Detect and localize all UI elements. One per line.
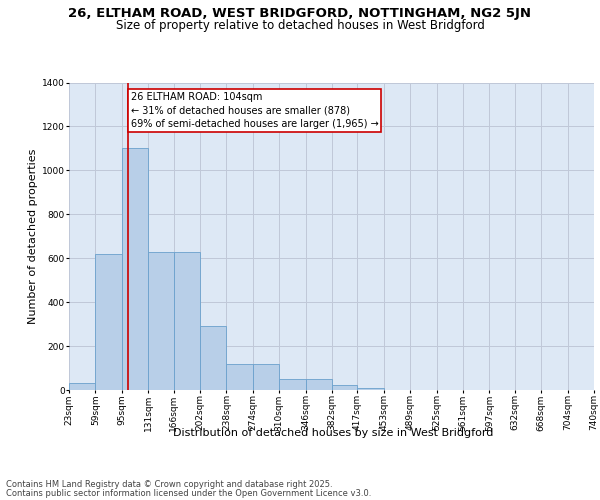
Bar xyxy=(174,252,200,390)
Bar xyxy=(122,148,148,390)
Text: Size of property relative to detached houses in West Bridgford: Size of property relative to detached ho… xyxy=(116,19,484,32)
Bar xyxy=(332,384,358,390)
Text: 26, ELTHAM ROAD, WEST BRIDGFORD, NOTTINGHAM, NG2 5JN: 26, ELTHAM ROAD, WEST BRIDGFORD, NOTTING… xyxy=(68,8,532,20)
Bar xyxy=(69,384,95,390)
Text: Distribution of detached houses by size in West Bridgford: Distribution of detached houses by size … xyxy=(173,428,493,438)
Bar xyxy=(279,379,305,390)
Text: 26 ELTHAM ROAD: 104sqm
← 31% of detached houses are smaller (878)
69% of semi-de: 26 ELTHAM ROAD: 104sqm ← 31% of detached… xyxy=(131,92,378,129)
Text: Contains public sector information licensed under the Open Government Licence v3: Contains public sector information licen… xyxy=(6,488,371,498)
Bar xyxy=(148,252,174,390)
Bar xyxy=(253,364,279,390)
Bar xyxy=(200,326,226,390)
Bar xyxy=(358,388,384,390)
Text: Contains HM Land Registry data © Crown copyright and database right 2025.: Contains HM Land Registry data © Crown c… xyxy=(6,480,332,489)
Bar xyxy=(305,379,332,390)
Y-axis label: Number of detached properties: Number of detached properties xyxy=(28,148,38,324)
Bar xyxy=(226,364,253,390)
Bar xyxy=(95,254,122,390)
